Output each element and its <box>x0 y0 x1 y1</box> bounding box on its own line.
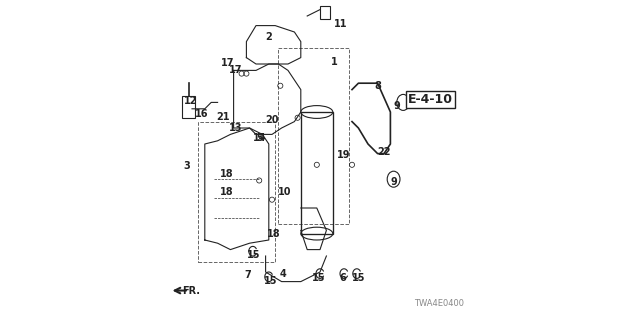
Text: 15: 15 <box>247 250 260 260</box>
Text: 4: 4 <box>280 268 287 279</box>
Bar <box>182 96 195 118</box>
Text: E-4-10: E-4-10 <box>408 93 453 106</box>
Text: 15: 15 <box>312 273 325 283</box>
Text: 1: 1 <box>331 57 338 68</box>
Text: 7: 7 <box>244 270 252 280</box>
Text: 17: 17 <box>229 65 243 76</box>
Text: 12: 12 <box>184 96 197 106</box>
Text: 16: 16 <box>195 108 209 119</box>
Bar <box>320 6 330 19</box>
Text: 19: 19 <box>337 150 351 160</box>
Bar <box>198 122 275 262</box>
Text: FR.: FR. <box>182 285 200 296</box>
Text: 15: 15 <box>351 273 365 283</box>
Text: 9: 9 <box>394 100 400 111</box>
Text: 21: 21 <box>216 112 230 122</box>
Text: TWA4E0400: TWA4E0400 <box>414 299 464 308</box>
Text: 3: 3 <box>184 161 191 172</box>
Text: 5: 5 <box>256 132 262 143</box>
Text: 17: 17 <box>221 58 235 68</box>
Text: 20: 20 <box>265 115 279 125</box>
Text: 18: 18 <box>220 187 234 197</box>
Text: 6: 6 <box>339 273 346 284</box>
Text: 18: 18 <box>267 228 280 239</box>
Text: 10: 10 <box>278 187 292 197</box>
Text: 2: 2 <box>265 32 271 42</box>
Text: 15: 15 <box>264 276 277 286</box>
Text: 11: 11 <box>334 19 348 29</box>
Text: 18: 18 <box>220 169 234 180</box>
Text: 9: 9 <box>390 177 397 188</box>
Text: 13: 13 <box>229 123 243 133</box>
Text: 14: 14 <box>252 132 266 143</box>
Text: 22: 22 <box>377 147 391 157</box>
Bar <box>301 112 333 234</box>
Bar <box>278 48 349 224</box>
Text: 8: 8 <box>374 81 381 92</box>
